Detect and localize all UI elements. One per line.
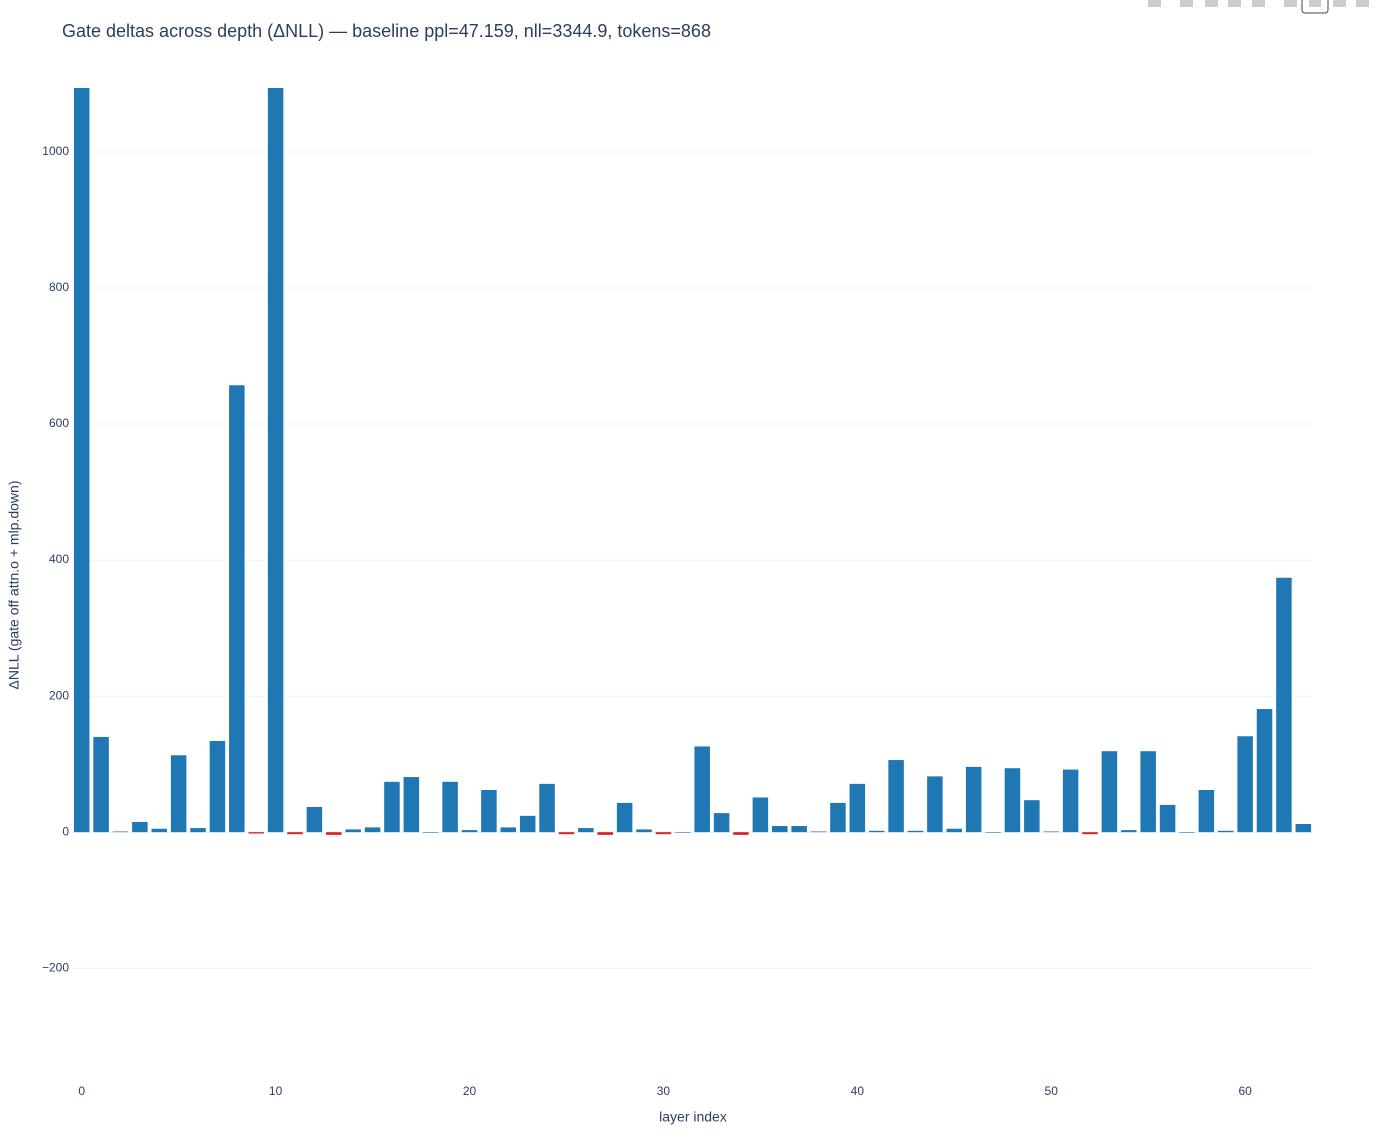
y-tick-label: 1000 <box>42 144 69 158</box>
y-axis-title: ΔNLL (gate off attn.o + mlp.down) <box>6 481 22 690</box>
bar <box>597 832 613 835</box>
bar <box>112 831 129 833</box>
bar <box>636 829 652 833</box>
bar <box>287 832 303 835</box>
bar <box>558 832 575 835</box>
x-axis-title: layer index <box>659 1109 727 1125</box>
x-tick-label: 60 <box>1238 1084 1252 1098</box>
bar <box>1179 832 1195 833</box>
bar <box>907 830 924 833</box>
bar <box>1101 751 1118 833</box>
bar <box>170 755 187 833</box>
modebar-button[interactable] <box>1333 0 1346 7</box>
bar <box>229 385 245 833</box>
bar <box>1024 800 1040 833</box>
modebar-button[interactable] <box>1301 0 1329 14</box>
bar <box>1004 768 1021 833</box>
bar <box>345 829 361 833</box>
bar <box>927 776 943 833</box>
x-tick-label: 40 <box>851 1084 865 1098</box>
bar <box>733 832 749 835</box>
bar <box>73 88 90 833</box>
bar <box>93 736 109 833</box>
bar <box>1159 804 1176 833</box>
bar <box>810 831 827 833</box>
x-tick-label: 30 <box>657 1084 671 1098</box>
bar <box>830 802 846 833</box>
bar <box>1062 769 1079 833</box>
modebar-button[interactable] <box>1284 0 1297 7</box>
bar <box>888 760 904 833</box>
bar <box>151 828 168 833</box>
x-tick-label: 0 <box>78 1084 85 1098</box>
bar <box>1217 830 1234 833</box>
bar <box>694 746 710 833</box>
bar <box>442 781 458 833</box>
bar <box>519 815 536 833</box>
bar <box>752 797 769 833</box>
y-tick-label: 600 <box>49 416 69 430</box>
y-tick-label: 0 <box>62 824 69 838</box>
bar <box>655 832 672 835</box>
bar <box>267 88 284 833</box>
y-tick-label: 200 <box>49 688 69 702</box>
bar <box>849 783 866 833</box>
bar <box>1082 832 1098 835</box>
bar <box>248 832 264 834</box>
bar <box>132 821 148 833</box>
bar <box>500 827 517 833</box>
bar <box>985 832 1001 833</box>
x-tick-label: 50 <box>1045 1084 1059 1098</box>
modebar-button[interactable] <box>1180 0 1193 7</box>
y-tick-label: 400 <box>49 552 69 566</box>
y-tick-label: 800 <box>49 280 69 294</box>
bar <box>946 828 963 833</box>
bar <box>1043 831 1059 833</box>
y-tick-label: −200 <box>42 960 69 974</box>
modebar-button[interactable] <box>1252 0 1265 7</box>
modebar-button[interactable] <box>1356 0 1369 7</box>
bar <box>384 781 400 833</box>
bar <box>326 832 342 835</box>
bar <box>1295 823 1312 833</box>
bar <box>1140 751 1156 833</box>
chart-title: Gate deltas across depth (ΔNLL) — baseli… <box>62 21 711 41</box>
x-tick-label: 10 <box>269 1084 283 1098</box>
bar <box>539 783 555 833</box>
bars <box>73 88 1312 835</box>
bar <box>965 766 982 833</box>
bar <box>1276 577 1292 833</box>
bar <box>422 832 439 833</box>
bar <box>364 827 381 833</box>
bar <box>190 828 206 833</box>
bar <box>1256 709 1273 833</box>
bar <box>791 826 807 833</box>
bar <box>868 830 885 833</box>
grid <box>72 151 1313 969</box>
bar <box>1198 789 1215 833</box>
modebar-button[interactable] <box>1205 0 1218 7</box>
bar <box>403 777 420 833</box>
bar <box>1121 830 1137 833</box>
bar <box>1237 736 1253 833</box>
bar <box>616 802 633 833</box>
modebar[interactable] <box>1148 0 1369 14</box>
bar <box>713 813 730 833</box>
bar <box>578 828 594 833</box>
bar <box>209 741 226 833</box>
x-tick-label: 20 <box>463 1084 477 1098</box>
modebar-button[interactable] <box>1228 0 1241 7</box>
bar <box>481 789 497 833</box>
bar <box>675 832 691 833</box>
bar <box>306 806 323 833</box>
modebar-button[interactable] <box>1309 0 1321 7</box>
bar <box>461 830 478 833</box>
bar <box>772 826 788 833</box>
modebar-button[interactable] <box>1148 0 1161 7</box>
